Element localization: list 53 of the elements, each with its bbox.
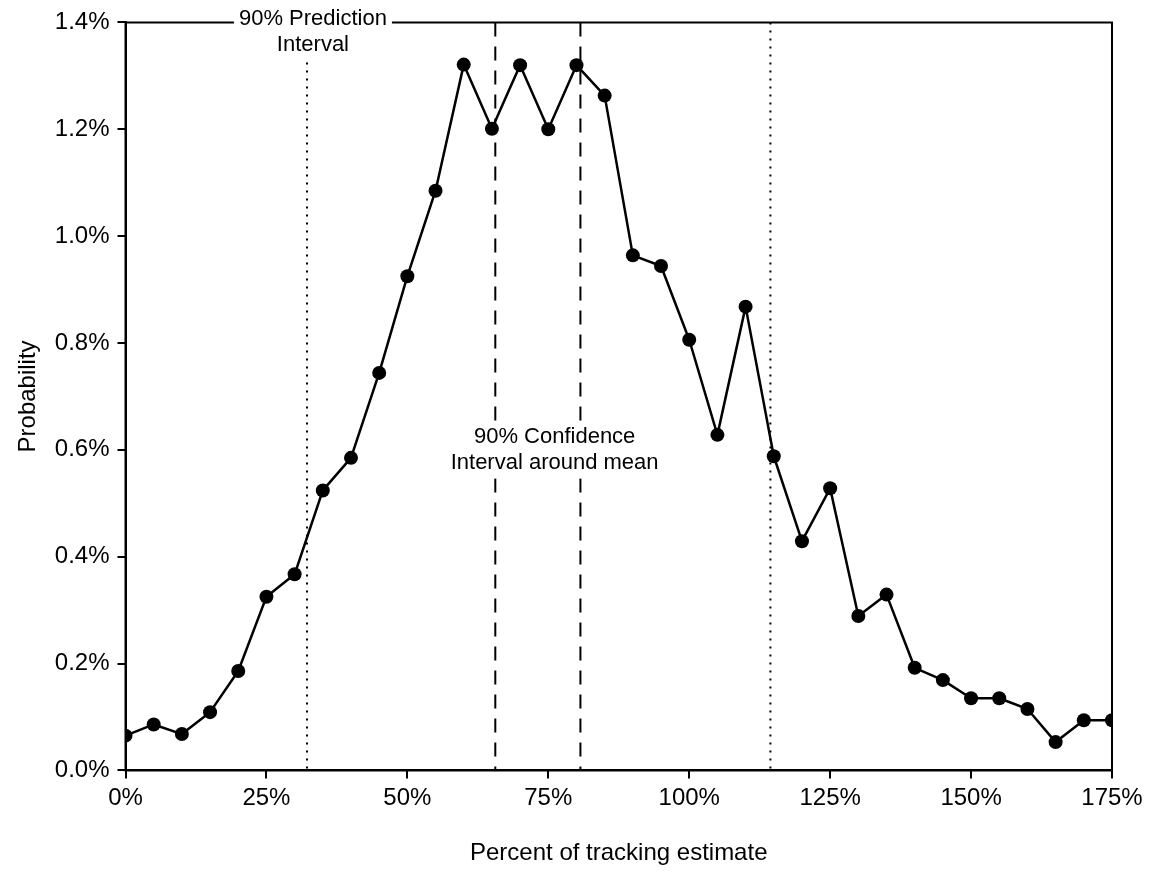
point xyxy=(766,449,781,464)
annotation: 90% Confidence Interval around mean xyxy=(450,423,659,475)
x-tick-label: 0% xyxy=(108,783,143,811)
y-tick-label: 1.0% xyxy=(54,220,110,248)
point xyxy=(372,365,387,380)
x-tick-label: 175% xyxy=(1081,783,1143,811)
y-tick-label: 1.2% xyxy=(54,113,110,141)
point xyxy=(541,122,556,137)
point xyxy=(992,691,1007,706)
point xyxy=(428,183,443,198)
x-axis-title: Percent of tracking estimate xyxy=(470,838,768,866)
point xyxy=(654,259,669,274)
point xyxy=(597,88,612,103)
point xyxy=(1076,713,1091,728)
point xyxy=(287,567,302,582)
point xyxy=(710,427,725,442)
point xyxy=(315,483,330,498)
annotation: 90% Prediction Interval xyxy=(238,4,387,56)
y-tick-label: 0.8% xyxy=(54,327,110,355)
point xyxy=(851,608,866,623)
y-tick-label: 0.0% xyxy=(54,755,110,783)
point xyxy=(907,660,922,675)
point xyxy=(400,269,415,284)
x-tick-label: 150% xyxy=(940,783,1002,811)
y-tick-label: 0.2% xyxy=(54,648,110,676)
x-tick-label: 100% xyxy=(658,783,720,811)
x-tick-label: 75% xyxy=(524,783,573,811)
point xyxy=(146,717,161,732)
point xyxy=(738,299,753,314)
point xyxy=(964,691,979,706)
x-tick-label: 125% xyxy=(799,783,861,811)
point xyxy=(823,481,838,496)
point xyxy=(203,705,218,720)
y-tick-label: 0.4% xyxy=(54,541,110,569)
point xyxy=(174,727,189,742)
point xyxy=(1048,735,1063,750)
y-axis-title: Probability xyxy=(13,340,41,453)
point xyxy=(231,664,246,679)
y-tick-label: 1.4% xyxy=(54,7,110,35)
point xyxy=(569,58,584,73)
point xyxy=(794,534,809,549)
point xyxy=(513,58,528,73)
point xyxy=(879,587,894,602)
point xyxy=(343,450,358,465)
x-tick-label: 50% xyxy=(383,783,432,811)
point xyxy=(625,248,640,263)
point xyxy=(1020,701,1035,716)
y-tick-label: 0.6% xyxy=(54,434,110,462)
point xyxy=(456,57,471,72)
point xyxy=(259,589,274,604)
point xyxy=(682,332,697,347)
point xyxy=(935,673,950,688)
x-tick-label: 25% xyxy=(242,783,291,811)
